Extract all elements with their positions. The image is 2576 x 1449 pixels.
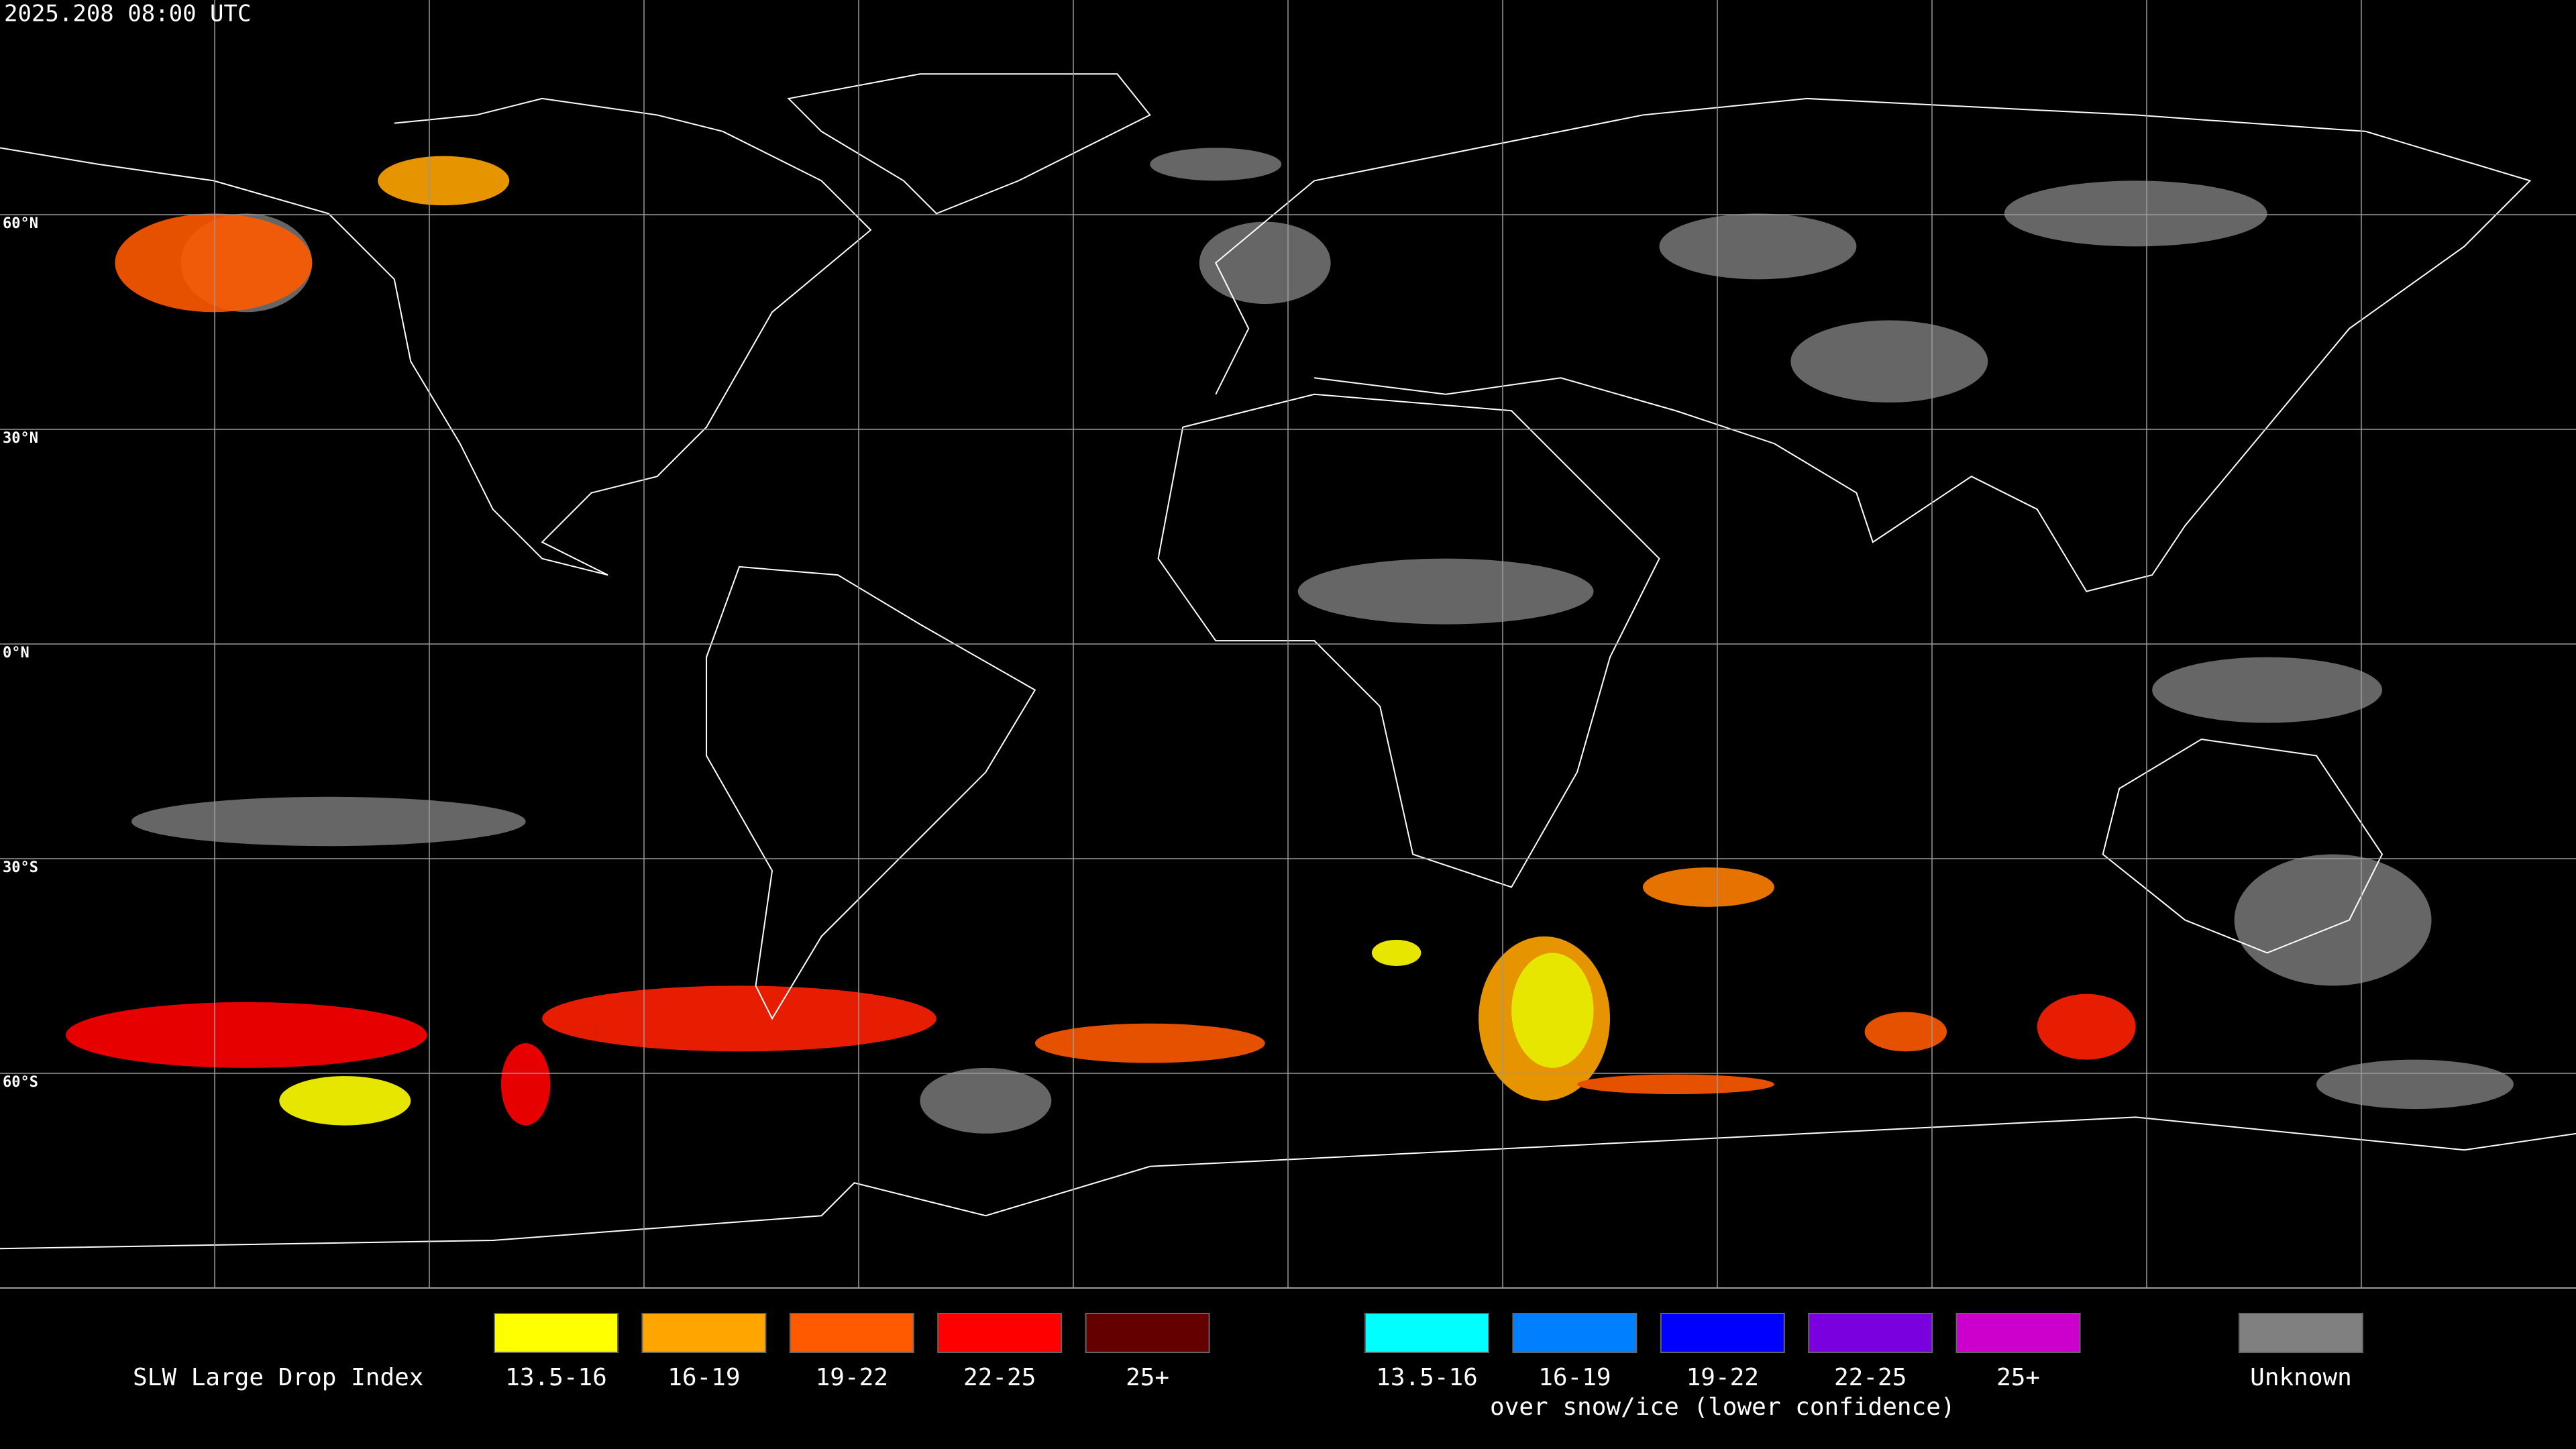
latitude-label: 0°N xyxy=(3,645,30,661)
legend-title: SLW Large Drop Index xyxy=(133,1364,423,1391)
latitude-label: 60°S xyxy=(3,1074,38,1091)
latitude-label: 30°S xyxy=(3,859,38,876)
legend-label: 25+ xyxy=(1126,1364,1169,1391)
legend-swatch xyxy=(1660,1313,1785,1353)
latitude-label: 30°N xyxy=(3,430,38,447)
legend-swatch xyxy=(2239,1313,2363,1353)
latitude-label: 60°N xyxy=(3,215,38,232)
legend-label: Unknown xyxy=(2250,1364,2352,1391)
legend-swatch xyxy=(789,1313,914,1353)
legend-swatch xyxy=(641,1313,767,1353)
legend-caption: over snow/ice (lower confidence) xyxy=(1490,1393,1955,1421)
legend-label: 25+ xyxy=(1996,1364,2040,1391)
legend-swatch xyxy=(1364,1313,1489,1353)
legend-swatch xyxy=(1512,1313,1638,1353)
legend-label: 16-19 xyxy=(1538,1364,1611,1391)
legend-label: 19-22 xyxy=(1686,1364,1759,1391)
legend-swatch xyxy=(937,1313,1063,1353)
map xyxy=(0,0,2576,1288)
legend-swatch xyxy=(1808,1313,1933,1353)
timestamp: 2025.208 08:00 UTC xyxy=(4,1,251,28)
legend-swatch xyxy=(1955,1313,2081,1353)
legend-label: 13.5-16 xyxy=(1376,1364,1478,1391)
legend-label: 13.5-16 xyxy=(505,1364,607,1391)
legend-label: 22-25 xyxy=(1834,1364,1907,1391)
legend-label: 22-25 xyxy=(963,1364,1036,1391)
legend-swatch xyxy=(494,1313,619,1353)
legend-label: 16-19 xyxy=(667,1364,740,1391)
legend-swatch xyxy=(1085,1313,1210,1353)
legend-label: 19-22 xyxy=(816,1364,888,1391)
cloud-field xyxy=(0,74,2576,1248)
